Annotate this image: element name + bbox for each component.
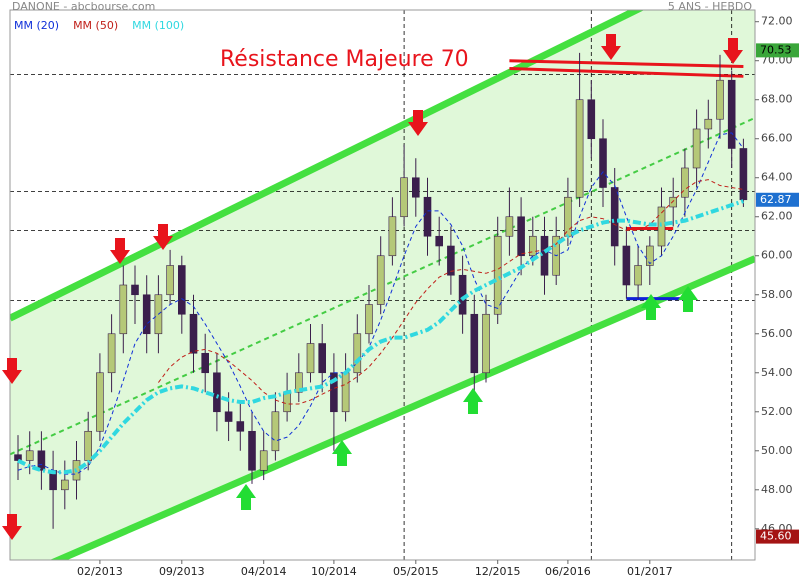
candle-body xyxy=(318,343,327,374)
candle-body xyxy=(645,245,654,266)
y-tick-label: 66.00 xyxy=(761,132,793,145)
candle-body xyxy=(435,235,444,247)
candle-body xyxy=(353,333,362,374)
x-tick-label: 05/2015 xyxy=(393,565,439,578)
candle-body xyxy=(388,216,397,257)
candle-body xyxy=(294,372,303,393)
candle-body xyxy=(610,187,619,247)
candle-body xyxy=(107,333,116,374)
plot-border xyxy=(9,9,756,561)
candle-body xyxy=(411,177,420,198)
moving-average xyxy=(157,179,744,405)
candle-body xyxy=(575,99,584,198)
y-tick-label: 72.00 xyxy=(761,15,793,28)
candle-body xyxy=(341,372,350,413)
candle-body xyxy=(528,235,537,257)
candle-body xyxy=(540,235,549,276)
trend-line xyxy=(49,255,755,560)
y-tick-label: 64.00 xyxy=(761,171,793,184)
candle-body xyxy=(131,284,139,296)
price-tag xyxy=(756,192,799,207)
trend-line xyxy=(10,10,645,322)
chart-subtitle: 5 ANS - HEBDO xyxy=(668,0,752,13)
annotation: Résistance Majeure 70 xyxy=(220,47,469,72)
y-tick-label: 60.00 xyxy=(761,249,793,262)
candle-body xyxy=(178,265,186,315)
y-tick-label: 48.00 xyxy=(761,483,793,496)
candle-body xyxy=(704,118,713,130)
candle-body xyxy=(517,216,525,257)
legend-entry: MM (20) xyxy=(14,19,59,32)
x-tick-label: 12/2015 xyxy=(475,565,521,578)
x-tick-label: 06/2016 xyxy=(545,565,591,578)
price-tag-label: 62.87 xyxy=(760,193,792,206)
legend-entry: MM (50) xyxy=(73,19,118,32)
candle-body xyxy=(248,430,256,471)
candle-body xyxy=(84,430,92,461)
candle-body xyxy=(259,450,268,471)
y-tick-label: 62.00 xyxy=(761,210,793,223)
candle-body xyxy=(423,196,432,237)
candle-body xyxy=(599,138,607,188)
x-tick-label: 09/2013 xyxy=(159,565,205,578)
trend-line xyxy=(509,59,744,69)
legend: MM (20) MM (50) MM (100) xyxy=(14,19,184,32)
x-tick-label: 04/2014 xyxy=(241,565,287,578)
price-tag-label: 45.60 xyxy=(760,530,792,543)
candle-body xyxy=(739,148,748,201)
plot-area xyxy=(10,10,755,560)
candle-body xyxy=(271,411,280,452)
y-tick-label: 54.00 xyxy=(761,366,793,379)
candle-body xyxy=(716,79,724,120)
candle-body xyxy=(166,265,174,296)
candle-body xyxy=(681,167,689,198)
chart-title: DANONE - abcbourse.com xyxy=(12,0,155,13)
x-tick-label: 10/2014 xyxy=(311,565,357,578)
candle-body xyxy=(25,450,34,461)
candle-body xyxy=(376,255,385,305)
candle-body xyxy=(283,391,291,413)
candle-body xyxy=(189,313,198,354)
candle-body xyxy=(482,313,490,374)
candle-body xyxy=(365,304,373,335)
candle-body xyxy=(505,216,514,237)
candle-body xyxy=(400,177,408,218)
price-tag xyxy=(756,529,799,544)
x-tick-label: 01/2017 xyxy=(627,565,673,578)
moving-average xyxy=(17,199,745,475)
candle-body xyxy=(213,372,221,413)
moving-average xyxy=(17,132,744,475)
candle-body xyxy=(142,294,151,335)
candle-body xyxy=(470,313,479,374)
candle-body xyxy=(201,352,209,374)
y-tick-label: 58.00 xyxy=(761,288,793,301)
y-tick-label: 52.00 xyxy=(761,405,793,418)
candle-body xyxy=(224,411,233,422)
y-tick-label: 50.00 xyxy=(761,444,793,457)
candle-body xyxy=(96,372,104,432)
candle-body xyxy=(669,196,678,208)
candle-body xyxy=(634,265,642,286)
candle-body xyxy=(60,479,69,491)
y-tick-label: 68.00 xyxy=(761,93,793,106)
candle-body xyxy=(692,128,701,169)
candle-body xyxy=(564,196,572,237)
candle-body xyxy=(493,235,502,315)
candle-body xyxy=(587,99,596,140)
candle-body xyxy=(236,421,245,432)
candle-body xyxy=(306,343,315,374)
candle-body xyxy=(37,450,46,471)
x-tick-label: 02/2013 xyxy=(77,565,123,578)
candle-body xyxy=(622,245,631,286)
y-tick-label: 56.00 xyxy=(761,327,793,340)
price-tag xyxy=(756,43,799,58)
trend-line xyxy=(509,67,744,78)
candle-body xyxy=(447,245,455,276)
legend-entry: MM (100) xyxy=(132,19,184,32)
candle-body xyxy=(727,79,736,149)
candle-body xyxy=(119,284,128,335)
price-tag-label: 70.53 xyxy=(760,43,792,56)
